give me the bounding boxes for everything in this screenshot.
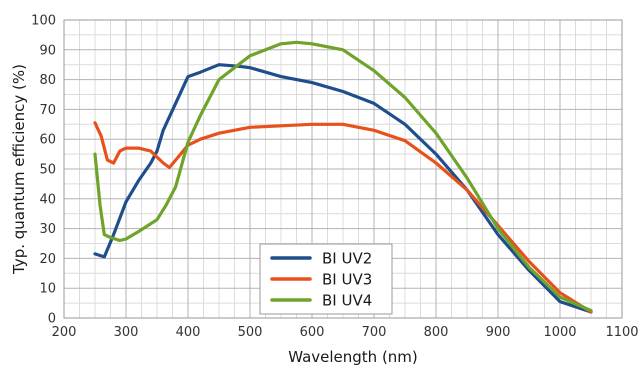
plot-frame <box>63 19 623 319</box>
y-tick-label: 10 <box>39 282 56 297</box>
x-tick-label: 400 <box>176 325 201 340</box>
legend-label-bi-uv3: BI UV3 <box>322 271 372 289</box>
x-tick-label: 1100 <box>605 325 638 340</box>
x-tick-label: 300 <box>114 325 139 340</box>
y-tick-label: 80 <box>39 73 56 88</box>
series-line-bi-uv3 <box>93 121 593 314</box>
y-axis-tick-labels: 0 10 20 30 40 50 60 70 80 90 100 <box>31 14 56 327</box>
x-tick-label: 700 <box>362 325 387 340</box>
y-tick-label: 40 <box>39 192 56 207</box>
y-axis-title: Typ. quantum efficiency (%) <box>10 64 28 275</box>
x-tick-label: 800 <box>424 325 449 340</box>
x-tick-label: 1000 <box>543 325 576 340</box>
series-line-bi-uv4 <box>93 40 593 313</box>
x-axis-tick-labels: 200 300 400 500 600 700 800 900 1000 1100 <box>52 325 638 340</box>
y-tick-label: 90 <box>39 43 56 58</box>
legend-label-bi-uv4: BI UV4 <box>322 292 372 310</box>
y-tick-label: 20 <box>39 252 56 267</box>
y-tick-label: 70 <box>39 103 56 118</box>
y-tick-label: 50 <box>39 163 56 178</box>
x-tick-label: 600 <box>300 325 325 340</box>
y-tick-label: 0 <box>48 312 56 327</box>
y-tick-label: 60 <box>39 133 56 148</box>
x-axis-title: Wavelength (nm) <box>288 348 418 365</box>
x-tick-label: 200 <box>52 325 77 340</box>
y-tick-label: 100 <box>31 14 56 29</box>
x-tick-label: 900 <box>486 325 511 340</box>
y-tick-label: 30 <box>39 222 56 237</box>
x-tick-label: 500 <box>238 325 263 340</box>
chart-legend: BI UV2 BI UV3 BI UV4 <box>259 243 393 315</box>
legend-label-bi-uv2: BI UV2 <box>322 250 372 268</box>
series-lines <box>93 40 593 314</box>
